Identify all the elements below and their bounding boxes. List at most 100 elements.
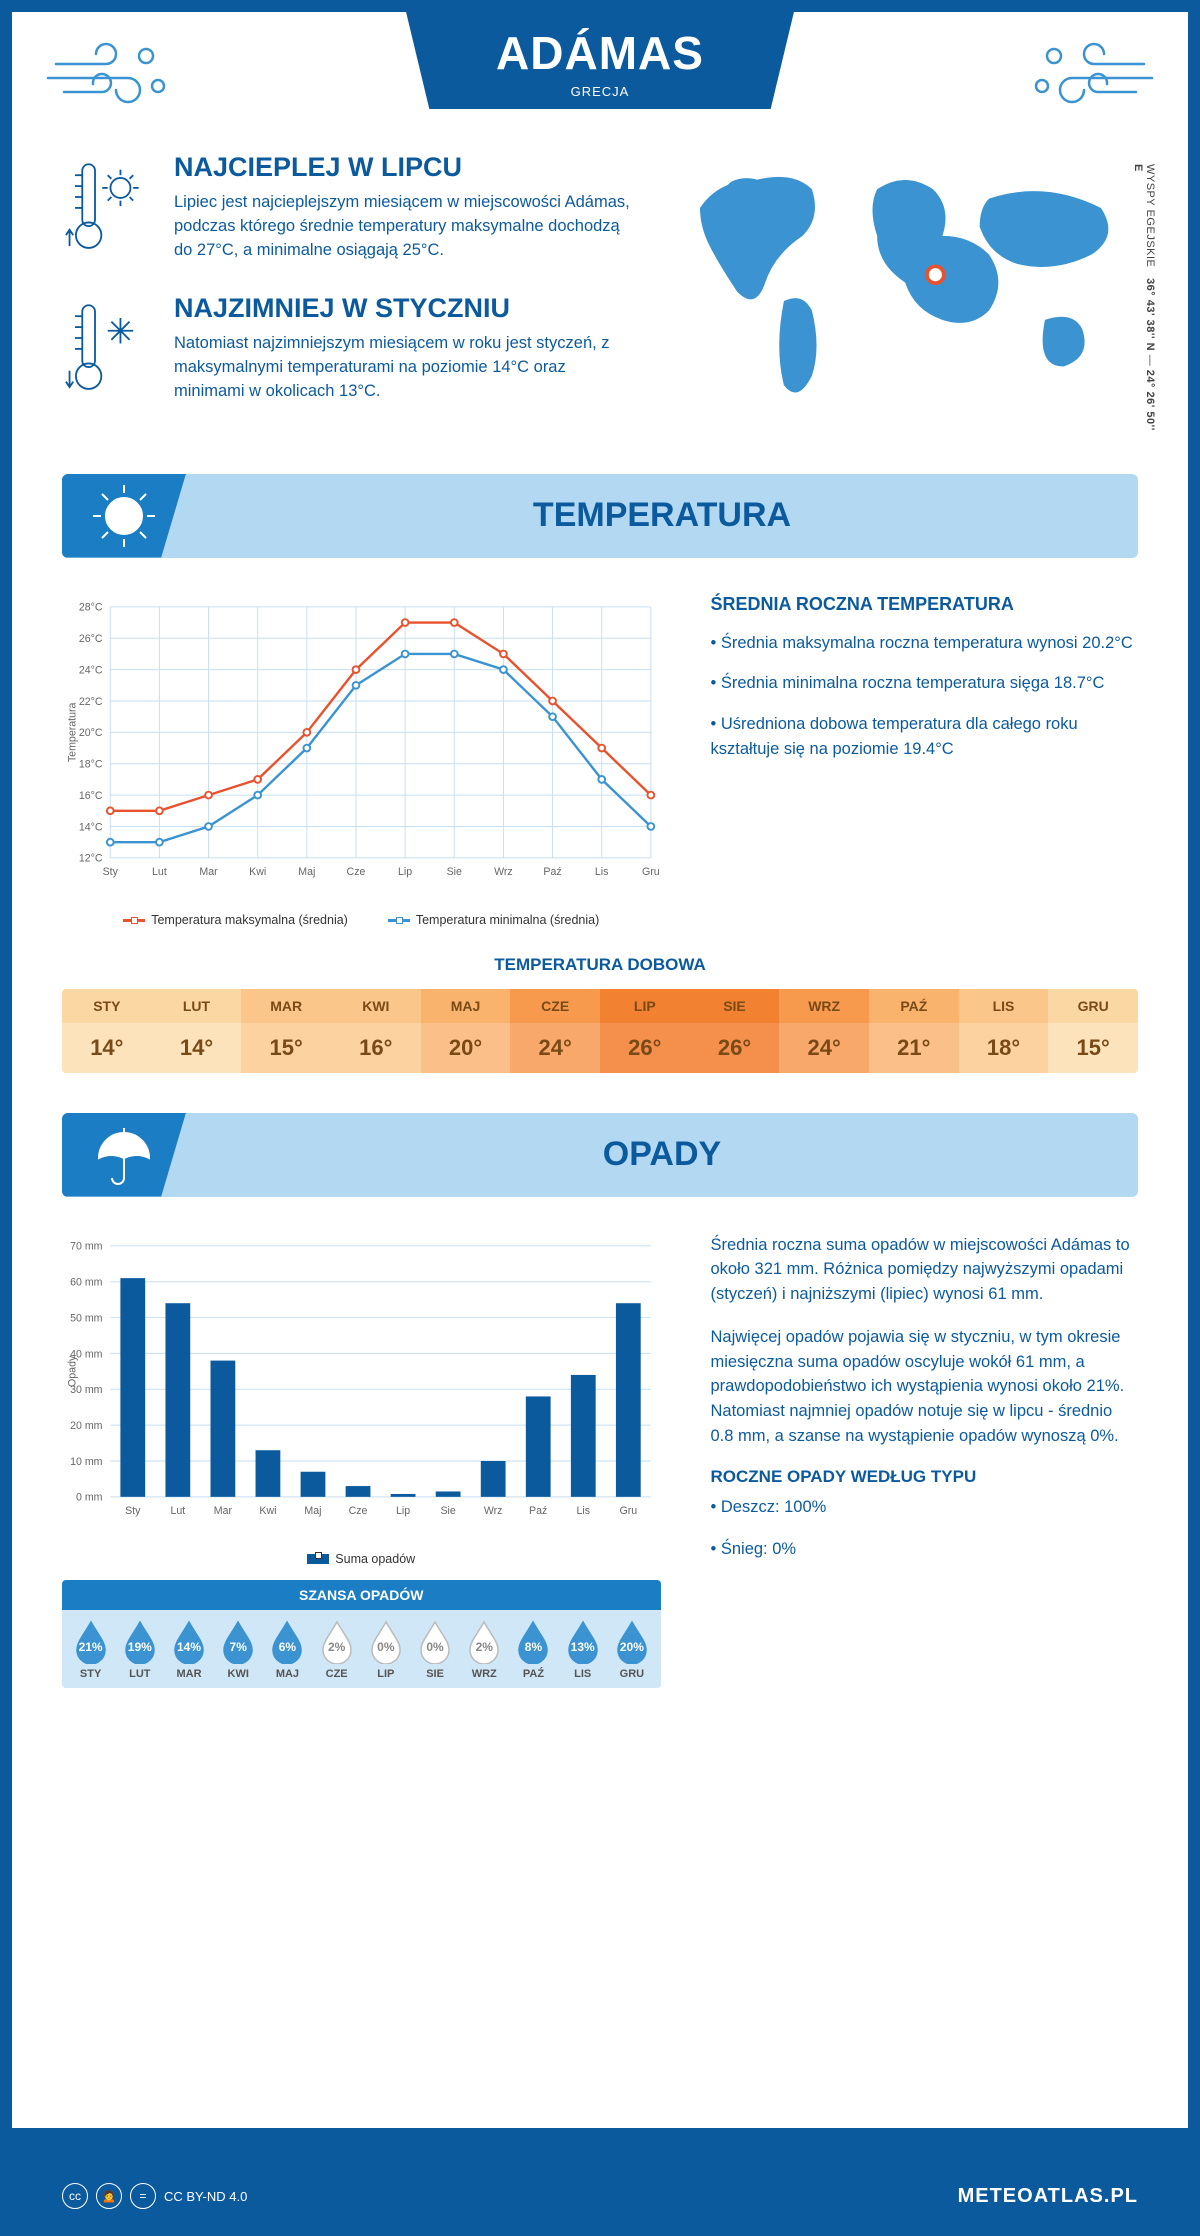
license-text: CC BY-ND 4.0	[164, 2189, 247, 2204]
chance-cell: 7% KWI	[214, 1620, 263, 1680]
svg-text:Sie: Sie	[447, 866, 462, 878]
svg-text:Lip: Lip	[396, 1505, 410, 1517]
svg-text:Temperatura: Temperatura	[67, 702, 79, 762]
svg-text:Sie: Sie	[440, 1505, 455, 1517]
svg-text:20 mm: 20 mm	[70, 1420, 103, 1432]
svg-text:20°C: 20°C	[79, 727, 103, 739]
svg-text:Wrz: Wrz	[494, 866, 513, 878]
svg-text:Sty: Sty	[103, 866, 119, 878]
chance-cell: 21% STY	[66, 1620, 115, 1680]
chance-cell: 6% MAJ	[263, 1620, 312, 1680]
svg-text:26°C: 26°C	[79, 633, 103, 645]
svg-text:Sty: Sty	[125, 1505, 141, 1517]
temp-fact: • Uśredniona dobowa temperatura dla całe…	[711, 712, 1139, 762]
svg-text:Gru: Gru	[619, 1505, 637, 1517]
svg-text:Wrz: Wrz	[484, 1505, 503, 1517]
temperature-banner: TEMPERATURA	[62, 474, 1138, 558]
footer: cc 🙍 = CC BY-ND 4.0 METEOATLAS.PL	[12, 2168, 1188, 2224]
svg-text:Maj: Maj	[298, 866, 315, 878]
daily-head: LUT	[152, 989, 242, 1023]
country-name: GRECJA	[496, 84, 704, 99]
daily-value: 26°	[690, 1023, 780, 1073]
svg-text:Cze: Cze	[349, 1505, 368, 1517]
rain-type: • Śnieg: 0%	[711, 1537, 1139, 1562]
daily-head: STY	[62, 989, 152, 1023]
svg-text:Opady: Opady	[67, 1355, 79, 1387]
rain-chance-box: SZANSA OPADÓW 21% STY 19% LUT 14% MAR 7%	[62, 1580, 661, 1688]
daily-head: LIP	[600, 989, 690, 1023]
site-name: METEOATLAS.PL	[958, 2185, 1138, 2208]
rain-banner: OPADY	[62, 1113, 1138, 1197]
cc-icon: cc	[62, 2183, 88, 2209]
svg-text:12°C: 12°C	[79, 852, 103, 864]
cold-text: Natomiast najzimniejszym miesiącem w rok…	[174, 332, 632, 404]
svg-text:Kwi: Kwi	[259, 1505, 276, 1517]
svg-text:Cze: Cze	[347, 866, 366, 878]
daily-head: GRU	[1048, 989, 1138, 1023]
daily-temp-table: STYLUTMARKWIMAJCZELIPSIEWRZPAŹLISGRU14°1…	[62, 989, 1138, 1073]
thermometer-snow-icon	[62, 293, 148, 404]
svg-text:Lis: Lis	[595, 866, 609, 878]
chance-cell: 0% LIP	[361, 1620, 410, 1680]
daily-head: LIS	[959, 989, 1049, 1023]
svg-text:Mar: Mar	[199, 866, 218, 878]
hot-summary: NAJCIEPLEJ W LIPCU Lipiec jest najcieple…	[62, 152, 632, 263]
city-name: ADÁMAS	[496, 26, 704, 80]
svg-text:Lut: Lut	[170, 1505, 185, 1517]
svg-text:22°C: 22°C	[79, 695, 103, 707]
daily-head: PAŹ	[869, 989, 959, 1023]
daily-value: 24°	[779, 1023, 869, 1073]
wind-icon	[1024, 36, 1154, 121]
svg-text:24°C: 24°C	[79, 664, 103, 676]
svg-text:Paź: Paź	[543, 866, 561, 878]
daily-head: MAR	[241, 989, 331, 1023]
chance-cell: 19% LUT	[115, 1620, 164, 1680]
daily-head: WRZ	[779, 989, 869, 1023]
daily-head: CZE	[510, 989, 600, 1023]
svg-text:0 mm: 0 mm	[76, 1491, 103, 1503]
svg-text:Lip: Lip	[398, 866, 412, 878]
cold-summary: NAJZIMNIEJ W STYCZNIU Natomiast najzimni…	[62, 293, 632, 404]
svg-text:Lut: Lut	[152, 866, 167, 878]
daily-value: 18°	[959, 1023, 1049, 1073]
sun-icon	[62, 474, 186, 558]
daily-value: 15°	[241, 1023, 331, 1073]
coordinates: WYSPY EGEJSKIE 36° 43' 38'' N — 24° 26' …	[1132, 164, 1156, 434]
svg-text:Mar: Mar	[214, 1505, 233, 1517]
title-tab: ADÁMAS GRECJA	[406, 12, 794, 109]
daily-value: 15°	[1048, 1023, 1138, 1073]
by-icon: 🙍	[96, 2183, 122, 2209]
rain-type: • Deszcz: 100%	[711, 1495, 1139, 1520]
svg-text:14°C: 14°C	[79, 821, 103, 833]
daily-value: 26°	[600, 1023, 690, 1073]
cold-title: NAJZIMNIEJ W STYCZNIU	[174, 293, 632, 324]
daily-head: MAJ	[421, 989, 511, 1023]
wind-icon	[46, 36, 176, 121]
svg-text:60 mm: 60 mm	[70, 1276, 103, 1288]
svg-text:18°C: 18°C	[79, 758, 103, 770]
temperature-facts: ŚREDNIA ROCZNA TEMPERATURA • Średnia mak…	[711, 582, 1139, 927]
daily-head: SIE	[690, 989, 780, 1023]
chance-cell: 0% SIE	[410, 1620, 459, 1680]
svg-text:Kwi: Kwi	[249, 866, 266, 878]
temp-legend: Temperatura maksymalna (średnia) Tempera…	[62, 913, 661, 927]
temp-fact: • Średnia minimalna roczna temperatura s…	[711, 671, 1139, 696]
svg-text:Paź: Paź	[529, 1505, 547, 1517]
rain-facts: Średnia roczna suma opadów w miejscowośc…	[711, 1221, 1139, 1688]
daily-head: KWI	[331, 989, 421, 1023]
hot-text: Lipiec jest najcieplejszym miesiącem w m…	[174, 191, 632, 263]
chance-cell: 2% WRZ	[460, 1620, 509, 1680]
chance-cell: 14% MAR	[164, 1620, 213, 1680]
rain-legend: Suma opadów	[62, 1552, 661, 1566]
world-map	[672, 152, 1138, 418]
svg-text:28°C: 28°C	[79, 601, 103, 613]
svg-text:Gru: Gru	[642, 866, 660, 878]
svg-text:16°C: 16°C	[79, 789, 103, 801]
svg-text:Maj: Maj	[304, 1505, 321, 1517]
chance-cell: 8% PAŹ	[509, 1620, 558, 1680]
daily-value: 16°	[331, 1023, 421, 1073]
svg-text:70 mm: 70 mm	[70, 1240, 103, 1252]
chance-cell: 13% LIS	[558, 1620, 607, 1680]
rain-bar-chart: 0 mm10 mm20 mm30 mm40 mm50 mm60 mm70 mmS…	[62, 1221, 661, 1541]
svg-text:50 mm: 50 mm	[70, 1312, 103, 1324]
